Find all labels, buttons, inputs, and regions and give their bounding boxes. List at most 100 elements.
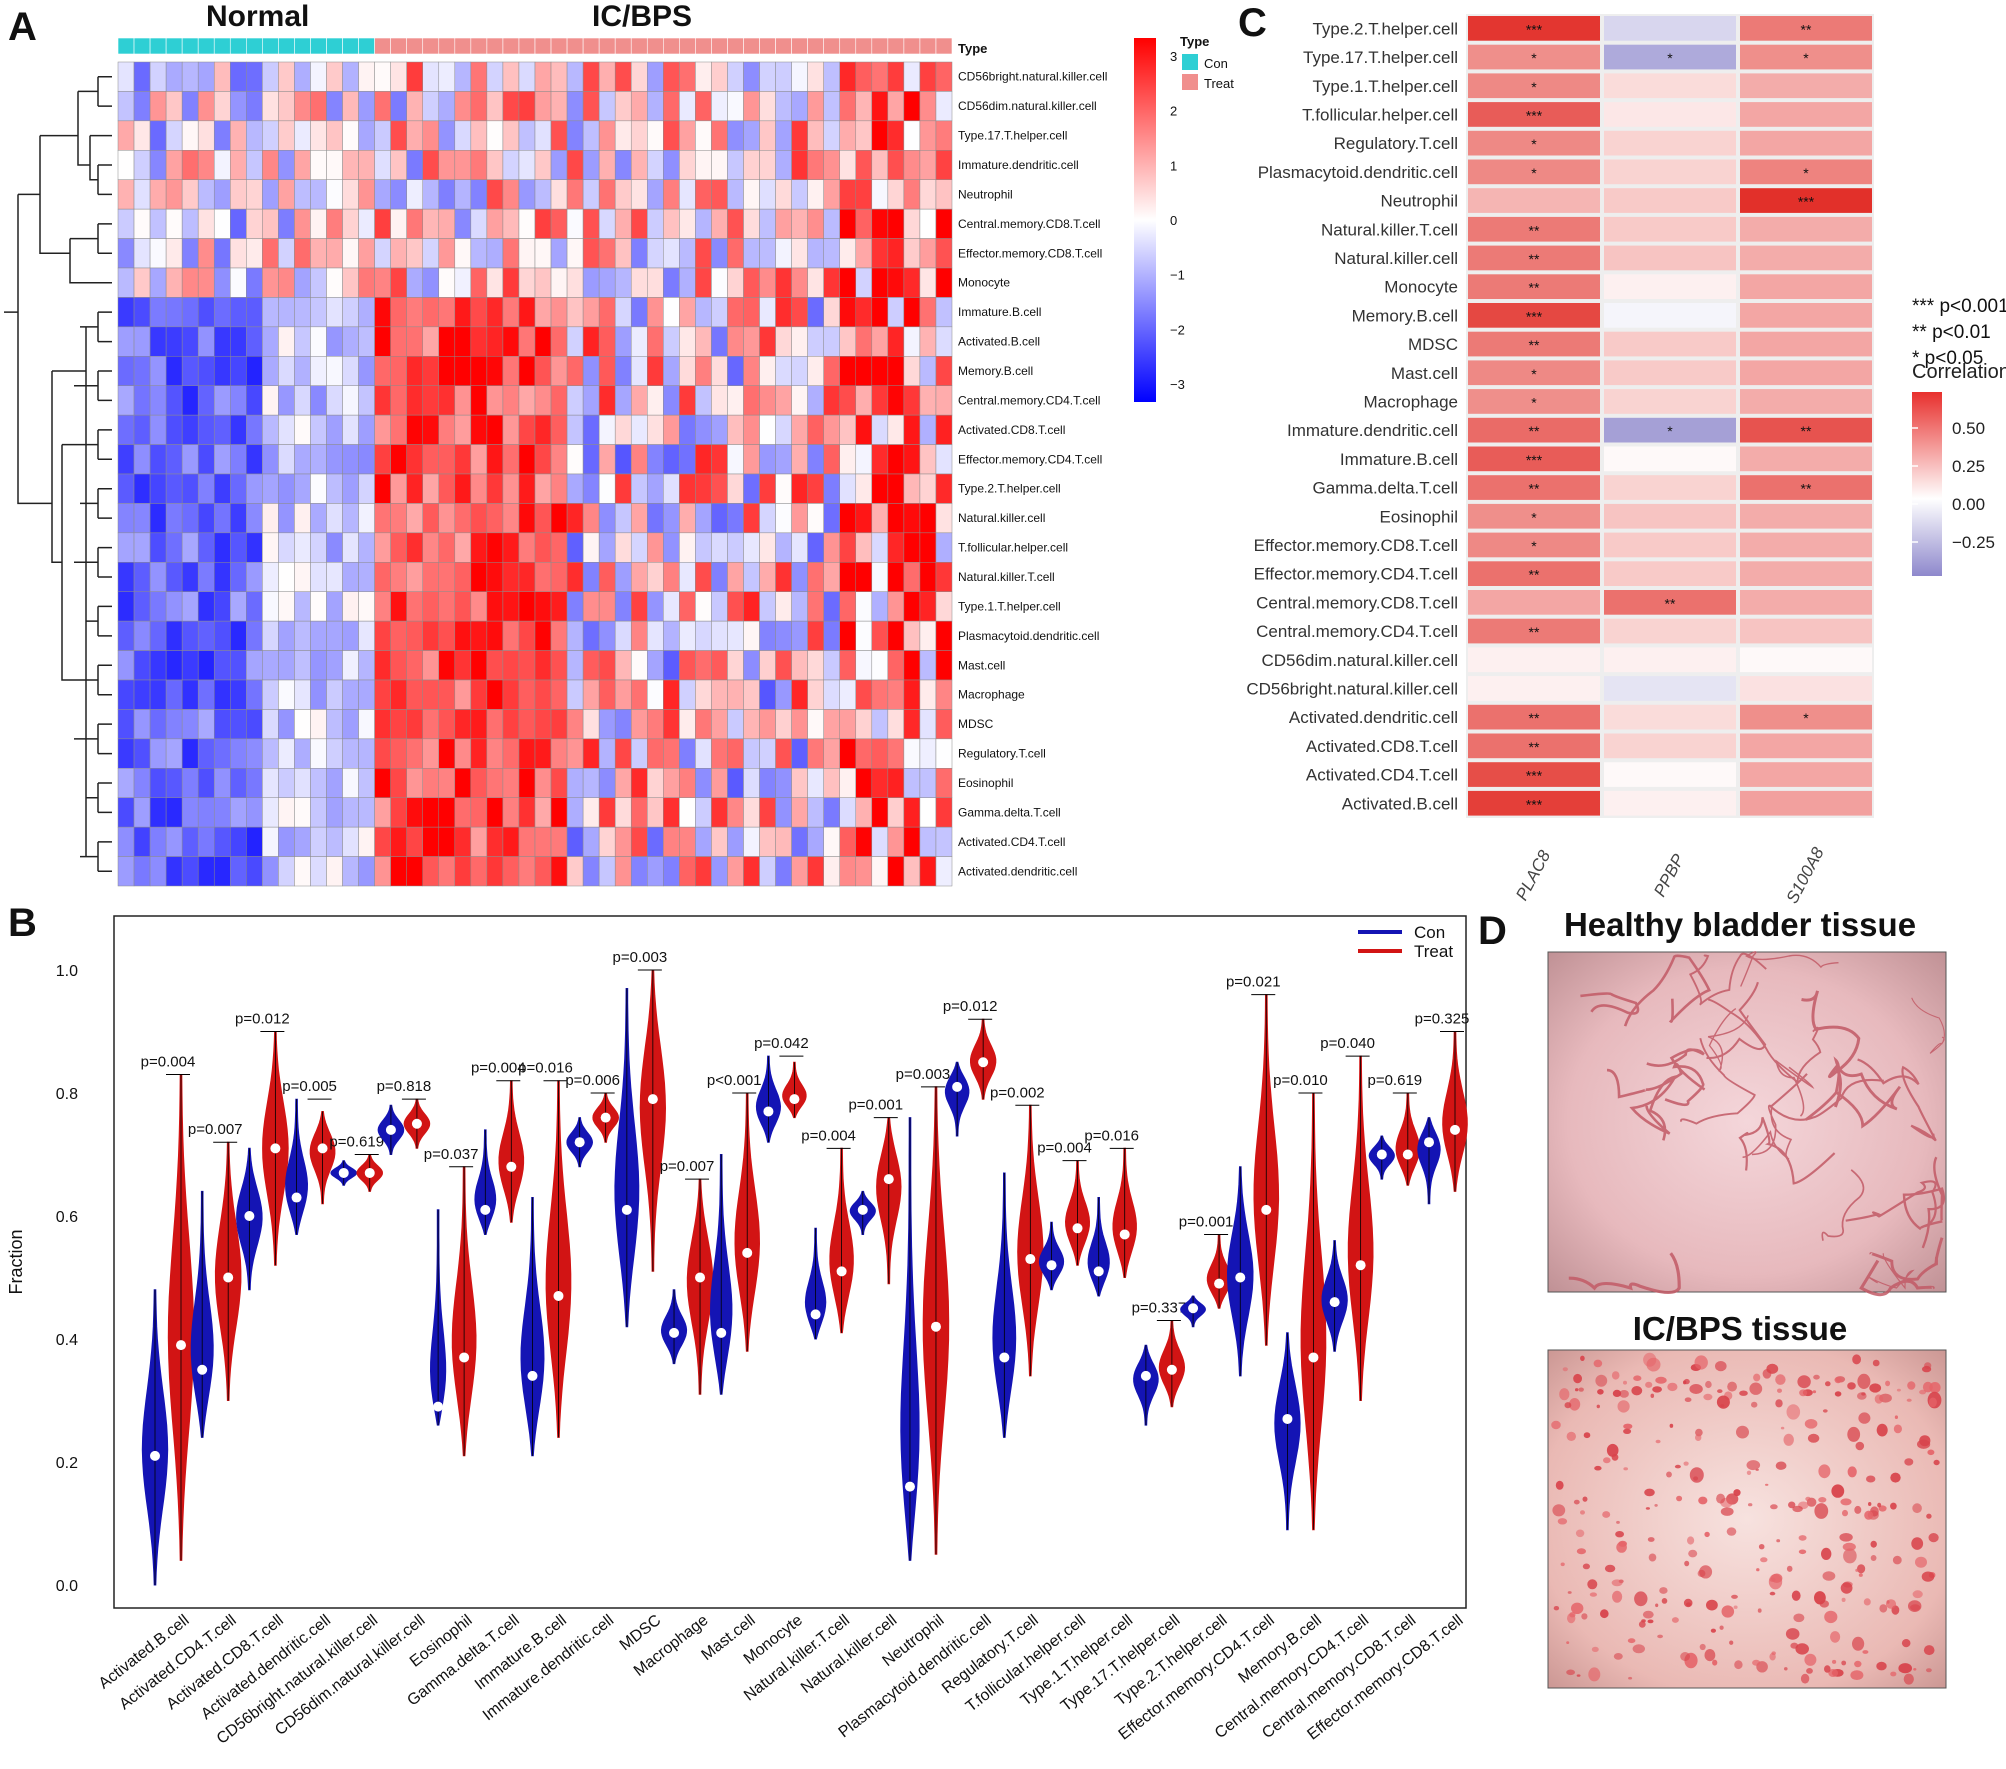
heatmap-cell — [775, 150, 792, 180]
heatmap-cell — [871, 562, 889, 592]
heatmap-cell — [406, 297, 423, 328]
heatmap-cell — [839, 591, 857, 622]
violin-median — [1282, 1413, 1293, 1424]
heatmap-cell — [935, 444, 953, 475]
heatmap-cell — [614, 709, 632, 740]
violin-median — [1402, 1149, 1413, 1160]
heatmap-cell — [711, 91, 728, 122]
heatmap-cell — [759, 826, 776, 857]
heatmap-cell — [839, 297, 857, 328]
heatmap-cell — [598, 650, 616, 681]
lesion-spot — [1755, 1468, 1759, 1471]
heatmap-cell — [181, 61, 199, 92]
heatmap-cell — [919, 473, 937, 504]
lesion-spot — [1800, 1673, 1810, 1684]
lesion-spot — [1791, 1590, 1801, 1601]
heatmap-cell — [839, 738, 857, 769]
heatmap-cell — [374, 444, 391, 475]
heatmap-cell — [550, 267, 568, 298]
heatmap-cell — [582, 768, 600, 798]
heatmap-cell — [518, 267, 536, 298]
heatmap-cell — [486, 444, 504, 475]
heatmap-cell — [887, 826, 905, 857]
pvalue-label: p=0.016 — [1084, 1127, 1139, 1144]
lesion-spot — [1890, 1502, 1897, 1510]
significance-stars: *** — [1798, 194, 1815, 210]
heatmap-cell — [133, 267, 151, 298]
heatmap-cell — [246, 179, 263, 210]
heatmap-cell — [775, 414, 792, 445]
violin-median — [647, 1094, 658, 1105]
heatmap-cell — [133, 208, 151, 239]
heatmap-cell — [165, 650, 183, 681]
heatmap-cell — [117, 267, 135, 298]
track-cell — [871, 37, 889, 55]
heatmap-cell — [454, 356, 472, 386]
heatmap-cell — [839, 356, 857, 386]
heatmap-cell — [903, 208, 921, 239]
heatmap-cell — [358, 826, 375, 857]
heatmap-cell — [358, 444, 375, 475]
heatmap-cell — [374, 326, 391, 357]
heatmap-cell — [213, 238, 231, 269]
heatmap-cell — [230, 238, 247, 269]
heatmap-cell — [486, 238, 504, 269]
heatmap-cell — [213, 709, 231, 740]
heatmap-cell — [470, 768, 488, 798]
correlation-row-label: Type.17.T.helper.cell — [1303, 48, 1458, 67]
violin-median — [1072, 1223, 1083, 1234]
lesion-spot — [1839, 1533, 1853, 1542]
heatmap-cell — [871, 444, 889, 475]
significance-stars: ** — [1801, 21, 1812, 37]
correlation-cell — [1604, 532, 1736, 558]
heatmap-cell — [647, 709, 664, 740]
track-cell — [310, 37, 327, 55]
heatmap-cell — [743, 356, 760, 386]
heatmap-cell — [406, 591, 423, 622]
heatmap-cell — [326, 562, 343, 592]
heatmap-cell — [294, 385, 311, 416]
heatmap-row-label: Effector.memory.CD8.T.cell — [958, 246, 1102, 260]
heatmap-cell — [486, 267, 504, 298]
heatmap-cell — [887, 267, 905, 298]
lesion-spot — [1716, 1395, 1730, 1409]
heatmap-cell — [791, 620, 808, 651]
heatmap-cell — [839, 650, 857, 681]
heatmap-cell — [647, 620, 664, 651]
heatmap-cell — [406, 473, 423, 504]
lesion-spot — [1799, 1389, 1808, 1397]
heatmap-cell — [759, 120, 776, 151]
heatmap-cell — [246, 414, 263, 445]
heatmap-cell — [823, 208, 840, 239]
heatmap-cell — [823, 503, 840, 534]
heatmap-cell — [743, 150, 760, 180]
heatmap-cell — [855, 768, 873, 798]
heatmap-cell — [775, 267, 792, 298]
pvalue-label: p=0.001 — [848, 1097, 903, 1114]
heatmap-cell — [518, 91, 536, 122]
heatmap-cell — [470, 738, 488, 769]
heatmap-row-label: Neutrophil — [958, 187, 1013, 201]
heatmap-cell — [935, 650, 953, 681]
heatmap-cell — [454, 61, 472, 92]
heatmap-cell — [133, 385, 151, 416]
heatmap-cell — [133, 532, 151, 563]
heatmap-cell — [518, 356, 536, 386]
heatmap-cell — [679, 414, 696, 445]
heatmap-cell — [278, 267, 295, 298]
heatmap-cell — [679, 738, 696, 769]
heatmap-cell — [310, 61, 327, 92]
heatmap-cell — [197, 679, 215, 710]
track-cell — [390, 37, 407, 55]
pvalue-label: p=0.003 — [613, 949, 668, 966]
lesion-spot — [1832, 1659, 1837, 1664]
lesion-spot — [1695, 1434, 1702, 1441]
heatmap-cell — [342, 856, 359, 887]
heatmap-cell — [165, 562, 183, 592]
heatmap-cell — [647, 356, 664, 386]
heatmap-cell — [310, 679, 327, 710]
heatmap-cell — [165, 414, 183, 445]
heatmap-cell — [550, 738, 568, 769]
heatmap-cell — [855, 61, 873, 92]
pvalue-label: p=0.002 — [990, 1084, 1045, 1101]
